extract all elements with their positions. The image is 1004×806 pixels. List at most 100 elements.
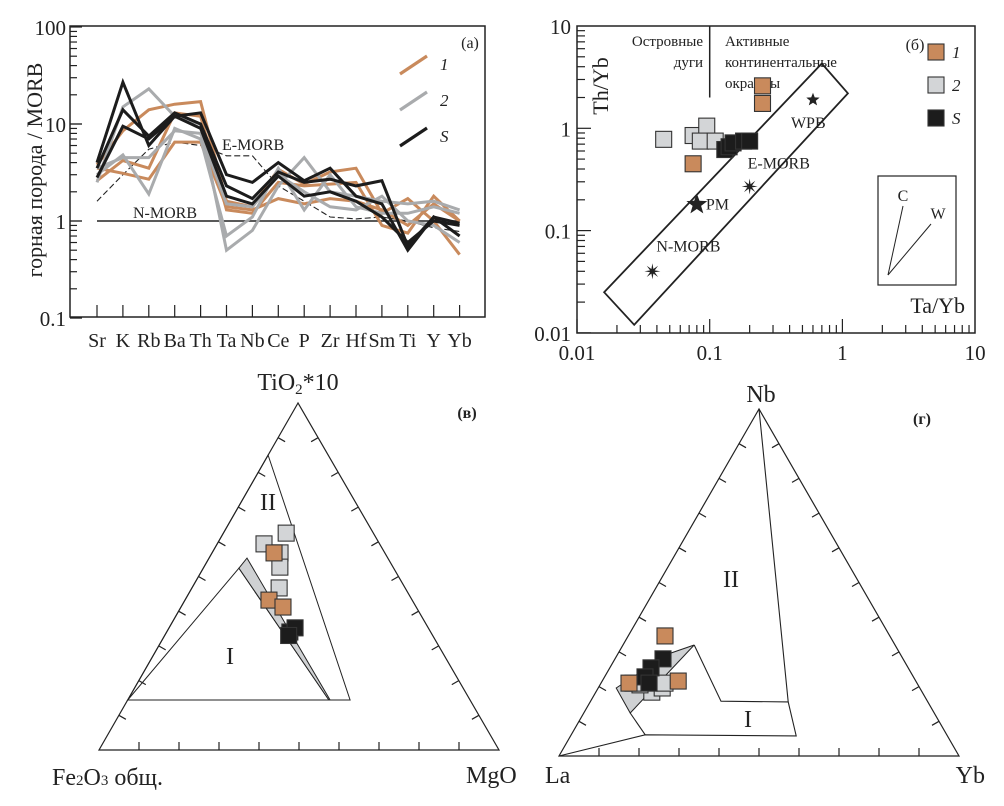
vector-c (887, 205, 904, 276)
ternary-tick (738, 443, 747, 449)
x-axis-label: Ta/Yb (910, 293, 965, 318)
ternary-tick (891, 651, 900, 657)
ternary-tick (578, 720, 587, 726)
apex-label-part: 3 (101, 773, 109, 789)
field-II (126, 453, 351, 701)
apex-label-part: Fe (52, 765, 76, 791)
data-point-group-2 (271, 558, 289, 576)
x-tick-label: 0.01 (559, 341, 596, 365)
ternary-tick (658, 581, 667, 588)
reference-marker-e-morb (741, 178, 758, 195)
panel-label-b: (б) (906, 37, 925, 54)
ternary-tick (718, 477, 727, 483)
x-tick-label-Ba: Ba (164, 330, 186, 352)
y-tick-label: 100 (35, 16, 67, 40)
apex-label-tio2: TiO2*10 (257, 370, 338, 398)
reference-label-e-morb: E-MORB (748, 155, 810, 172)
field-label-II: II (723, 567, 739, 593)
data-point-group-1 (656, 627, 674, 645)
data-point-group-1 (669, 672, 687, 690)
region-label-active-margins: Активные (725, 34, 790, 50)
panel-label-d: (г) (913, 411, 931, 428)
apex-label-yb: Yb (956, 763, 985, 789)
n-morb-label: N-MORB (133, 205, 197, 222)
apex-label-part: O (84, 765, 101, 791)
ternary-tick (391, 575, 399, 582)
legend-label: 1 (952, 43, 961, 62)
region-label-island-arcs: дуги (674, 55, 703, 71)
x-tick-label: 10 (965, 341, 986, 365)
field-label-I: I (226, 644, 234, 670)
apex-label-part: TiO (257, 370, 295, 396)
apex-label-subscript: 2 (295, 382, 303, 398)
ternary-tick (351, 506, 359, 512)
ternary-frame (557, 407, 961, 757)
y-tick-label: 0.1 (545, 220, 571, 244)
panel-label-c: (в) (457, 405, 476, 422)
x-tick-label-Ce: Ce (267, 330, 289, 352)
vector-w (887, 223, 932, 276)
y-tick-label: 10 (550, 15, 571, 39)
ternary-tick (871, 616, 880, 622)
x-tick-label-K: K (116, 330, 131, 352)
legend-swatch-group-S (927, 109, 945, 127)
legend-line-group-S (399, 126, 428, 148)
y-tick-label: 1 (561, 117, 572, 141)
region-label-island-arcs: Островные (632, 34, 703, 50)
ternary-tick (598, 686, 607, 692)
vector-label-w: W (930, 206, 946, 223)
series-line-group-S (95, 114, 460, 245)
legend-label: S (952, 109, 961, 128)
y-axis-label: Th/Yb (588, 57, 613, 114)
ternary-tick (158, 645, 166, 651)
series-line-group-1 (96, 140, 461, 228)
reference-label-wpb: WPB (791, 115, 826, 132)
x-tick-label-Nb: Nb (240, 330, 264, 352)
ternary-tick (411, 610, 419, 616)
x-tick-label-Ta: Ta (217, 330, 237, 352)
y-tick-label: 0.01 (534, 322, 571, 346)
x-tick-label-Th: Th (189, 330, 211, 352)
reference-marker-wpb (806, 92, 820, 106)
x-tick-label-Yb: Yb (447, 330, 471, 352)
legend-label: 2 (952, 76, 961, 95)
apex-label-nb: Nb (746, 382, 775, 408)
legend-swatch-group-2 (927, 76, 945, 94)
ternary-tick (791, 477, 800, 483)
x-tick-label-Zr: Zr (321, 330, 340, 352)
data-point-group-1 (274, 598, 292, 616)
ternary-tick (471, 714, 480, 720)
ternary-frame (97, 401, 501, 751)
legend-line-group-2 (399, 90, 428, 112)
ternary-tick (698, 512, 707, 518)
vector-inset-box (877, 175, 957, 286)
x-tick-label-Hf: Hf (345, 330, 366, 352)
ternary-tick (310, 437, 319, 443)
panel-label-a: (a) (461, 35, 479, 52)
data-point-group-1 (753, 94, 772, 112)
ternary-tick (198, 575, 206, 582)
apex-label-part: *10 (303, 370, 339, 396)
y-tick-label: 0.1 (40, 307, 66, 331)
series-line-group-2 (95, 86, 461, 253)
data-point-group-S (741, 132, 759, 150)
y-tick-label: 10 (45, 113, 66, 137)
ternary-tick (118, 714, 127, 720)
legend-line-group-1 (399, 54, 428, 76)
e-morb-label: E-MORB (222, 137, 284, 154)
panel-a-spider-diagram: 0.1 1 10 100 Sr K Rb Ba Th Ta Nb Ce P Zr Hf Sm Ti Y Yb горн… (22, 16, 486, 352)
field-boundary-line (558, 408, 797, 757)
ternary-tick (678, 547, 687, 553)
plot-frame (69, 25, 486, 318)
field-label-I: I (744, 707, 752, 733)
legend-label: 1 (440, 55, 449, 74)
ternary-tick (238, 506, 246, 512)
panel-b-th-yb-vs-ta-yb: 0.01 0.1 1 10 0.01 0.1 1 10 Th/Yb Ta/Yb Островные д… (534, 15, 985, 365)
data-point-group-2 (691, 132, 709, 150)
data-point-group-S (280, 626, 298, 645)
legend-label: S (440, 127, 449, 146)
region-label-active-margins: континентальные (725, 55, 837, 71)
y-axis-label: горная порода / MORB (22, 63, 47, 278)
